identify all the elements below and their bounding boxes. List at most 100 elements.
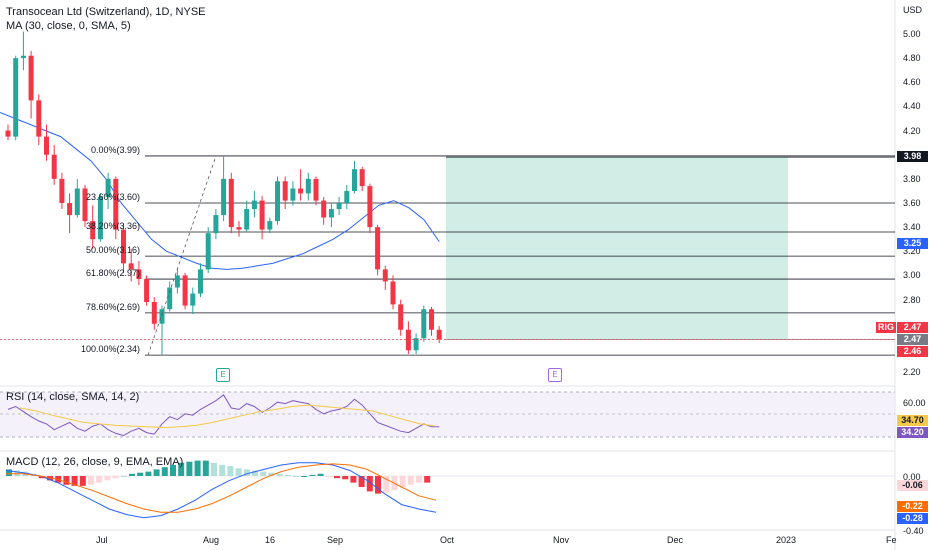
rsi-indicator-label[interactable]: RSI (14, close, SMA, 14, 2)	[6, 391, 140, 403]
candle-body	[151, 301, 157, 324]
last-price-tag: 2.47	[897, 322, 928, 333]
candle-body	[321, 200, 327, 218]
price-tick: 3.00	[903, 270, 921, 281]
price-tick: 4.60	[903, 77, 921, 88]
candle-body	[328, 209, 334, 218]
candle-body	[13, 58, 19, 137]
fib-level-label: 38.20%(3.36)	[85, 220, 140, 231]
rsi-tick: 60.00	[903, 398, 926, 408]
fib-level-label: 50.00%(3.16)	[85, 245, 140, 256]
candle-body	[213, 215, 219, 234]
macd-histogram-bar	[63, 476, 70, 485]
macd-histogram-bar	[170, 465, 176, 476]
macd-histogram-bar	[145, 471, 152, 476]
macd-histogram-bar	[334, 476, 340, 479]
macd-histogram-bar	[211, 462, 217, 476]
rsi-ma-value-tag: 34.70	[897, 415, 928, 426]
macd-histogram-bar	[407, 476, 414, 485]
candle-body	[167, 287, 173, 310]
price-tick: 4.40	[903, 101, 921, 112]
candle-body	[121, 229, 126, 264]
macd-histogram-bar	[88, 476, 94, 485]
macd-histogram-bar	[235, 468, 242, 476]
macd-histogram-bar	[284, 474, 291, 476]
candle-body	[82, 188, 88, 222]
macd-histogram-bar	[79, 476, 86, 486]
macd-histogram-bar	[38, 476, 45, 479]
x-axis-label: Sep	[327, 535, 344, 545]
candle-body	[336, 203, 342, 210]
macd-indicator-label[interactable]: MACD (12, 26, close, 9, EMA, EMA)	[6, 456, 184, 468]
candle-body	[421, 309, 427, 339]
price-tick: 3.40	[903, 222, 921, 233]
rsi-pane	[0, 391, 895, 438]
x-axis-label: Jul	[96, 535, 108, 545]
candlestick-series	[5, 31, 442, 356]
candle-body	[190, 293, 196, 306]
price-tick: 3.80	[903, 173, 921, 184]
x-axis-label: Dec	[667, 535, 684, 545]
candle-body	[105, 178, 111, 197]
ma-value-tag: 3.25	[897, 238, 928, 249]
candle-body	[28, 55, 34, 101]
macd-tick: -0.40	[903, 526, 924, 536]
candle-body	[44, 136, 49, 155]
earnings-event-icon[interactable]: E	[216, 368, 230, 382]
candle-body	[398, 304, 404, 330]
candle-body	[51, 154, 57, 179]
currency-label: USD	[903, 5, 923, 15]
macd-hist-tag: -0.06	[897, 480, 928, 491]
macd-pane	[0, 460, 895, 519]
macd-histogram-bar	[227, 466, 234, 476]
ma-line	[0, 112, 440, 270]
macd-tick: 0.00	[903, 472, 921, 482]
price-tick: 2.20	[903, 367, 921, 377]
macd-histogram-bar	[137, 472, 144, 476]
macd-histogram-bar	[260, 471, 267, 476]
candle-body	[367, 186, 373, 228]
candle-body	[305, 178, 311, 194]
macd-histogram-bar	[309, 474, 316, 476]
candle-body	[436, 329, 442, 340]
ma-indicator-label[interactable]: MA (30, close, 0, SMA, 5)	[6, 20, 131, 32]
macd-histogram-bar	[194, 460, 201, 476]
symbol-tag: RIG	[876, 322, 896, 333]
macd-histogram-bar	[416, 476, 422, 483]
x-axis-label: Aug	[203, 535, 220, 545]
fib-level-label: 0.00%(3.99)	[90, 144, 140, 155]
entry-price-tag: 2.47	[897, 334, 928, 345]
macd-histogram-bar	[120, 476, 127, 477]
candle-body	[390, 281, 396, 305]
candle-body	[382, 269, 388, 282]
candle-body	[298, 188, 304, 194]
fibonacci-retracement[interactable]	[145, 155, 895, 356]
x-axis-label: 16	[265, 535, 276, 545]
macd-histogram-bar	[96, 476, 103, 483]
candle-body	[90, 221, 96, 240]
candle-body	[144, 279, 150, 302]
candle-body	[352, 169, 357, 191]
price-tick: 4.20	[903, 125, 921, 136]
macd-histogram-bar	[325, 476, 332, 478]
x-axis-label: Fe	[886, 535, 897, 545]
macd-histogram-bar	[317, 473, 324, 476]
macd-histogram-bar	[202, 460, 209, 476]
candle-body	[97, 196, 103, 240]
macd-line	[5, 462, 437, 519]
price-tick: 2.80	[903, 294, 921, 305]
candle-body	[221, 178, 227, 216]
price-tick: 4.80	[903, 53, 921, 64]
candle-body	[275, 181, 280, 222]
macd-histogram-bar	[252, 470, 258, 476]
earnings-event-icon[interactable]: E	[548, 368, 562, 382]
rsi-band	[0, 392, 895, 437]
candle-body	[128, 263, 134, 270]
x-axis-label: Nov	[553, 535, 570, 545]
long-position-profit-zone[interactable]	[446, 157, 788, 340]
fib-level-label: 61.80%(2.97)	[85, 268, 140, 279]
macd-histogram-bar	[301, 476, 308, 477]
macd-histogram-bar	[375, 476, 381, 494]
macd-histogram-bar	[366, 476, 373, 492]
candle-body	[74, 188, 80, 216]
